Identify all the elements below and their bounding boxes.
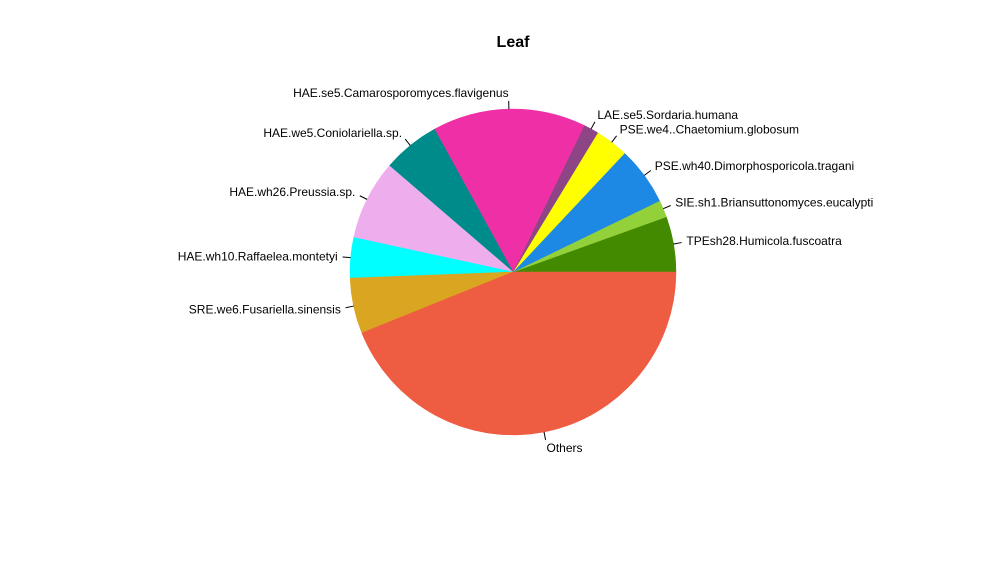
pie-leader-lines bbox=[342, 100, 682, 441]
slice-label-tpesh28-humicola-fuscoatra: TPEsh28.Humicola.fuscoatra bbox=[686, 234, 842, 248]
pie-slice-hae-se5-camarosporomyces-flavigenus bbox=[434, 108, 585, 273]
slice-label-others: Others bbox=[547, 441, 583, 455]
leader-line-sie-sh1-briansuttonomyces-eucalypti bbox=[663, 205, 671, 210]
pie-slice-others bbox=[361, 271, 677, 436]
slice-label-lae-se5-sordaria-humana: LAE.se5.Sordaria.humana bbox=[597, 108, 738, 122]
chart-title: Leaf bbox=[497, 34, 531, 51]
leader-line-others bbox=[543, 431, 547, 441]
leader-line-lae-se5-sordaria-humana bbox=[590, 121, 596, 130]
leader-line-pse-we4-chaetomium-globosum bbox=[611, 135, 618, 143]
leader-line-sre-we6-fusariella-sinensis bbox=[345, 305, 354, 309]
pie-slices bbox=[349, 108, 677, 436]
leader-line-hae-wh10-raffaelea-montetyi bbox=[342, 256, 351, 259]
leader-line-hae-we5-coniolariella-sp bbox=[404, 138, 411, 146]
leader-line-pse-wh40-dimorphosporicola-tragani bbox=[643, 170, 652, 176]
leader-line-hae-wh26-preussia-sp bbox=[359, 195, 368, 200]
slice-label-hae-se5-camarosporomyces-flavigenus: HAE.se5.Camarosporomyces.flavigenus bbox=[293, 86, 508, 100]
slice-label-pse-we4-chaetomium-globosum: PSE.we4..Chaetomium.globosum bbox=[620, 123, 799, 137]
pie-labels: TPEsh28.Humicola.fuscoatra SIE.sh1.Brians… bbox=[178, 86, 874, 455]
slice-label-hae-wh10-raffaelea-montetyi: HAE.wh10.Raffaelea.montetyi bbox=[178, 249, 338, 263]
slice-label-pse-wh40-dimorphosporicola-tragani: PSE.wh40.Dimorphosporicola.tragani bbox=[655, 159, 854, 173]
slice-label-hae-wh26-preussia-sp: HAE.wh26.Preussia.sp. bbox=[229, 185, 355, 199]
slice-label-hae-we5-coniolariella-sp: HAE.we5.Coniolariella.sp. bbox=[263, 126, 402, 140]
slice-label-sie-sh1-briansuttonomyces-eucalypti: SIE.sh1.Briansuttonomyces.eucalypti bbox=[675, 195, 873, 209]
leader-line-tpesh28-humicola-fuscoatra bbox=[673, 242, 682, 245]
slice-label-sre-we6-fusariella-sinensis: SRE.we6.Fusariella.sinensis bbox=[189, 302, 341, 316]
